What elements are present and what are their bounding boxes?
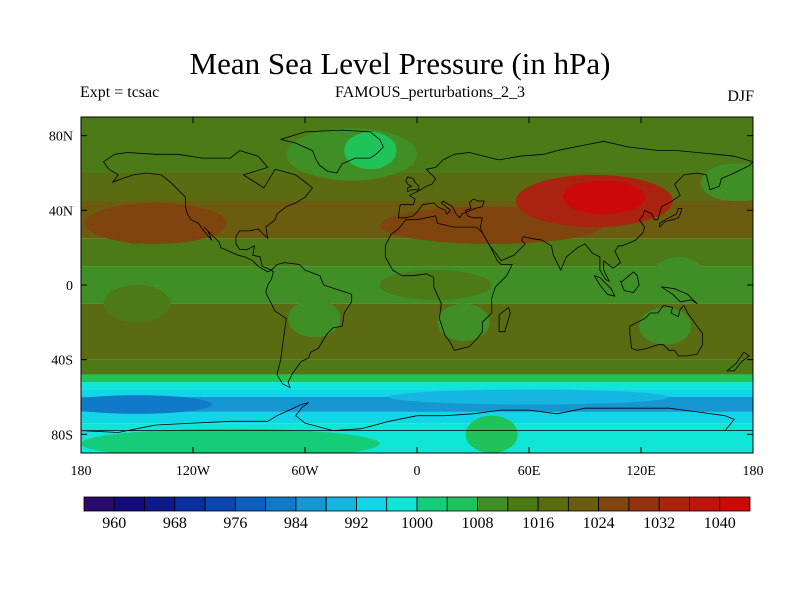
feature-australian-low <box>639 307 692 345</box>
colorbar-label: 992 <box>344 515 368 532</box>
coastline-0 <box>103 150 313 273</box>
colorbar-swatch-1 <box>113 496 145 512</box>
center-subtitle: FAMOUS_perturbations_2_3 <box>335 84 525 101</box>
x-tick-label: 120W <box>176 464 211 479</box>
feature-south-american-thermal-low <box>288 299 341 338</box>
colorbar-swatch-17 <box>598 496 630 512</box>
colorbar-swatch-5 <box>234 496 267 512</box>
y-tick-label: 40N <box>49 204 73 219</box>
colorbar: 960 968 976 984 992 1000 1008 1016 1024 1032 1040 <box>83 496 751 532</box>
y-tick-label: 0 <box>66 279 73 294</box>
feature-southern-african-low <box>437 303 490 342</box>
colorbar-swatch-6 <box>265 496 297 512</box>
x-tick-label: 60W <box>291 464 319 479</box>
pressure-band-0 <box>81 117 753 173</box>
colorbar-swatch-7 <box>295 496 327 512</box>
coastline-6 <box>81 402 753 433</box>
colorbar-swatch-16 <box>567 496 600 512</box>
coastline-2 <box>384 215 513 351</box>
pressure-field <box>81 117 753 453</box>
right-subtitle: DJF <box>727 88 754 105</box>
coastline-4 <box>629 305 703 357</box>
colorbar-swatch-11 <box>416 496 448 512</box>
coastline-12 <box>620 271 640 293</box>
colorbar-label: 1032 <box>643 515 675 532</box>
pressure-band-7 <box>81 374 753 383</box>
colorbar-swatch-0 <box>83 496 115 512</box>
pressure-contour-7 <box>379 270 492 300</box>
feature-pacific-subtropical-high <box>110 206 164 244</box>
colorbar-label: 976 <box>223 515 247 532</box>
colorbar-swatch-19 <box>658 496 690 512</box>
colorbar-label: 1024 <box>583 515 615 532</box>
colorbar-swatch-12 <box>446 496 478 512</box>
y-tick-label: 80S <box>51 428 73 443</box>
coastline-11 <box>593 275 616 297</box>
colorbar-label: 1000 <box>401 515 433 532</box>
colorbar-swatch-3 <box>174 496 206 512</box>
y-tick-label: 80N <box>49 130 73 145</box>
x-tick-label: 180 <box>71 464 92 479</box>
feature-indonesian-low <box>652 257 705 295</box>
colorbar-label: 960 <box>102 515 126 532</box>
colorbar-swatch-20 <box>689 496 721 512</box>
pressure-band-11 <box>81 411 753 424</box>
coastline-3 <box>397 140 753 282</box>
coastlines <box>81 129 753 433</box>
colorbar-swatch-2 <box>144 496 176 512</box>
coastline-9 <box>498 307 511 333</box>
colorbar-label: 1008 <box>462 515 494 532</box>
colorbar-swatch-14 <box>507 496 539 512</box>
feature-siberian-high <box>570 182 638 213</box>
feature-greenland-low <box>344 131 397 170</box>
x-tick-label: 0 <box>414 464 421 479</box>
feature-antarctic-plateau <box>465 415 518 453</box>
pressure-band-6 <box>81 359 753 375</box>
colorbar-label: 968 <box>163 515 187 532</box>
colorbar-swatch-9 <box>356 496 388 512</box>
colorbar-label: 1040 <box>704 515 736 532</box>
x-tick-label: 60E <box>518 464 541 479</box>
feature-aleutian-low <box>717 163 753 201</box>
chart-title: Mean Sea Level Pressure (in hPa) <box>189 46 611 81</box>
pressure-contour-10 <box>81 428 380 453</box>
left-subtitle: Expt = tcsac <box>80 84 160 101</box>
coastline-13 <box>661 286 698 305</box>
pressure-contour-6 <box>103 285 171 323</box>
colorbar-label: 984 <box>284 515 308 532</box>
map-axes: 180 120W 60W 0 60E 120E 180 80N 40N 0 40S 80S <box>49 117 764 479</box>
coastline-7 <box>405 176 420 193</box>
coastline-10 <box>726 351 750 372</box>
pressure-band-3 <box>81 238 753 267</box>
colorbar-swatch-8 <box>325 496 357 512</box>
coastline-5 <box>280 129 384 174</box>
colorbar-swatch-21 <box>719 496 751 512</box>
coastline-8 <box>659 208 683 228</box>
colorbar-swatch-4 <box>204 496 236 512</box>
colorbar-swatch-15 <box>537 496 569 512</box>
colorbar-swatch-10 <box>386 496 418 512</box>
x-tick-label: 120E <box>626 464 656 479</box>
colorbar-swatch-18 <box>628 496 660 512</box>
x-tick-label: 180 <box>743 464 764 479</box>
y-tick-label: 40S <box>51 354 73 369</box>
colorbar-label: 1016 <box>522 515 554 532</box>
pressure-contour-9 <box>81 395 212 414</box>
pressure-contour-8 <box>389 389 669 405</box>
colorbar-swatch-13 <box>477 496 509 512</box>
pressure-band-8 <box>81 382 753 390</box>
coastline-1 <box>265 262 353 389</box>
